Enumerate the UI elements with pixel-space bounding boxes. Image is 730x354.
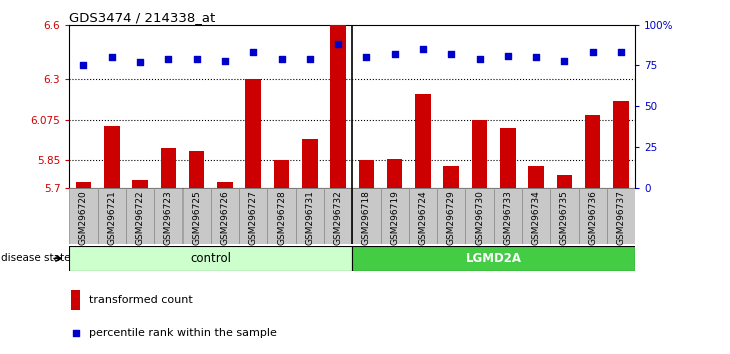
Point	[191, 56, 202, 62]
Bar	[358, 160, 374, 188]
Text: GSM296729: GSM296729	[447, 190, 456, 245]
Bar	[607, 188, 635, 244]
Point	[106, 55, 118, 60]
Point	[332, 41, 344, 47]
Point	[587, 50, 599, 55]
Text: GDS3474 / 214338_at: GDS3474 / 214338_at	[69, 11, 215, 24]
Text: GSM296730: GSM296730	[475, 190, 484, 245]
Bar	[72, 290, 80, 310]
Point	[247, 50, 259, 55]
Bar	[274, 160, 289, 188]
Bar	[69, 188, 98, 244]
Text: GSM296718: GSM296718	[362, 190, 371, 245]
Text: GSM296726: GSM296726	[220, 190, 229, 245]
Point	[361, 55, 372, 60]
Bar	[522, 188, 550, 244]
Text: transformed count: transformed count	[89, 295, 193, 305]
Text: control: control	[191, 252, 231, 265]
Point	[304, 56, 315, 62]
Bar	[500, 128, 515, 188]
Bar	[330, 25, 346, 188]
Bar	[217, 182, 233, 188]
Bar	[437, 188, 466, 244]
Text: GSM296733: GSM296733	[503, 190, 512, 245]
Bar	[409, 188, 437, 244]
Text: GSM296734: GSM296734	[531, 190, 541, 245]
Bar	[239, 188, 267, 244]
Bar	[613, 101, 629, 188]
Text: GSM296724: GSM296724	[418, 190, 428, 245]
Text: GSM296728: GSM296728	[277, 190, 286, 245]
Bar	[161, 148, 176, 188]
Text: GSM296721: GSM296721	[107, 190, 116, 245]
Point	[219, 58, 231, 63]
Bar	[154, 188, 182, 244]
Bar	[353, 246, 635, 271]
Text: GSM296723: GSM296723	[164, 190, 173, 245]
Text: GSM296736: GSM296736	[588, 190, 597, 245]
Bar	[267, 188, 296, 244]
Bar	[585, 115, 601, 188]
Point	[70, 330, 82, 336]
Text: GSM296727: GSM296727	[249, 190, 258, 245]
Bar	[529, 166, 544, 188]
Point	[502, 53, 514, 58]
Bar	[380, 188, 409, 244]
Bar	[493, 188, 522, 244]
Point	[445, 51, 457, 57]
Bar	[132, 181, 148, 188]
Bar	[352, 188, 380, 244]
Point	[276, 56, 288, 62]
Bar	[302, 139, 318, 188]
Point	[77, 63, 89, 68]
Point	[389, 51, 401, 57]
Text: GSM296722: GSM296722	[136, 190, 145, 245]
Text: GSM296719: GSM296719	[390, 190, 399, 245]
Bar	[296, 188, 324, 244]
Point	[134, 59, 146, 65]
Bar	[189, 152, 204, 188]
Point	[558, 58, 570, 63]
Bar	[98, 188, 126, 244]
Text: percentile rank within the sample: percentile rank within the sample	[89, 328, 277, 338]
Bar	[415, 93, 431, 188]
Bar	[387, 159, 402, 188]
Text: GSM296720: GSM296720	[79, 190, 88, 245]
Bar	[578, 188, 607, 244]
Text: disease state: disease state	[1, 253, 70, 263]
Bar	[76, 182, 91, 188]
Text: GSM296732: GSM296732	[334, 190, 342, 245]
Text: GSM296725: GSM296725	[192, 190, 201, 245]
Bar	[556, 175, 572, 188]
Bar	[211, 188, 239, 244]
Point	[530, 55, 542, 60]
Bar	[472, 120, 488, 188]
Point	[474, 56, 485, 62]
Bar	[550, 188, 579, 244]
Bar	[466, 188, 493, 244]
Point	[163, 56, 174, 62]
Point	[417, 46, 429, 52]
Text: GSM296731: GSM296731	[305, 190, 315, 245]
Bar	[443, 166, 459, 188]
Bar	[126, 188, 154, 244]
Bar	[324, 188, 353, 244]
Text: GSM296737: GSM296737	[616, 190, 626, 245]
Bar	[104, 126, 120, 188]
Bar	[245, 79, 261, 188]
Point	[615, 50, 627, 55]
Bar	[182, 188, 211, 244]
Bar	[69, 246, 353, 271]
Text: LGMD2A: LGMD2A	[466, 252, 522, 265]
Text: GSM296735: GSM296735	[560, 190, 569, 245]
